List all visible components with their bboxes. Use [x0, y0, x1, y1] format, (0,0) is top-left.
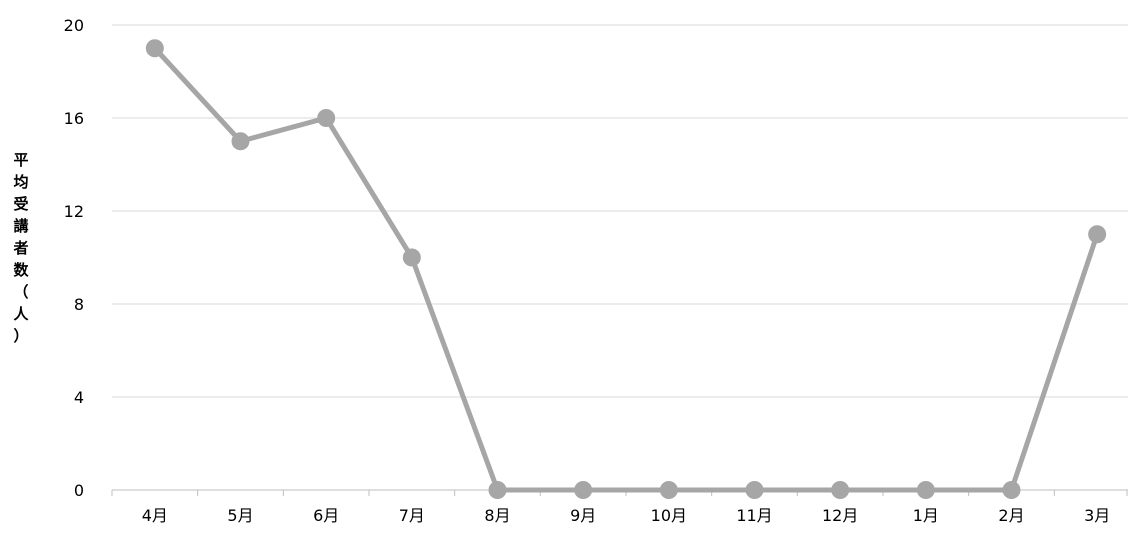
- data-point: [145, 39, 164, 58]
- x-tick-label: 4月: [142, 506, 168, 525]
- y-axis-tick-labels: 0 4 8 12 16 20: [64, 16, 84, 500]
- data-point: [745, 481, 764, 499]
- series-polyline: [152, 46, 1100, 493]
- data-point: [231, 132, 250, 151]
- x-tick-label: 11月: [736, 506, 772, 525]
- data-point: [574, 481, 593, 499]
- data-point: [488, 481, 507, 499]
- data-points: [145, 39, 1107, 499]
- y-tick-label: 20: [64, 16, 84, 35]
- x-tick-label: 8月: [484, 506, 510, 525]
- y-tick-label: 16: [64, 109, 84, 128]
- series-line: [152, 46, 1100, 493]
- data-point: [831, 481, 850, 499]
- data-point: [402, 248, 421, 267]
- y-tick-label: 8: [74, 295, 84, 314]
- y-tick-label: 0: [74, 481, 84, 500]
- x-tick-label: 9月: [570, 506, 596, 525]
- x-tick-label: 10月: [651, 506, 687, 525]
- x-tick-label: 7月: [399, 506, 425, 525]
- x-axis-tick-labels: 4月 5月 6月 7月 8月 9月 10月 11月 12月 1月 2月 3月: [142, 506, 1111, 525]
- data-point: [1088, 225, 1107, 244]
- data-point: [317, 109, 336, 127]
- data-point: [916, 481, 935, 499]
- y-axis-label: 平均受講者数（人）: [13, 151, 29, 345]
- x-tick-label: 5月: [227, 506, 253, 525]
- x-tick-label: 6月: [313, 506, 339, 525]
- y-tick-label: 4: [74, 388, 84, 407]
- x-tick-label: 12月: [822, 506, 858, 525]
- gridlines: [112, 24, 1128, 398]
- x-tick-label: 1月: [913, 506, 939, 525]
- y-tick-label: 12: [64, 202, 84, 221]
- x-tick-label: 2月: [998, 506, 1024, 525]
- x-tick-label: 3月: [1084, 506, 1110, 525]
- data-point: [659, 481, 678, 499]
- data-point: [1002, 481, 1021, 499]
